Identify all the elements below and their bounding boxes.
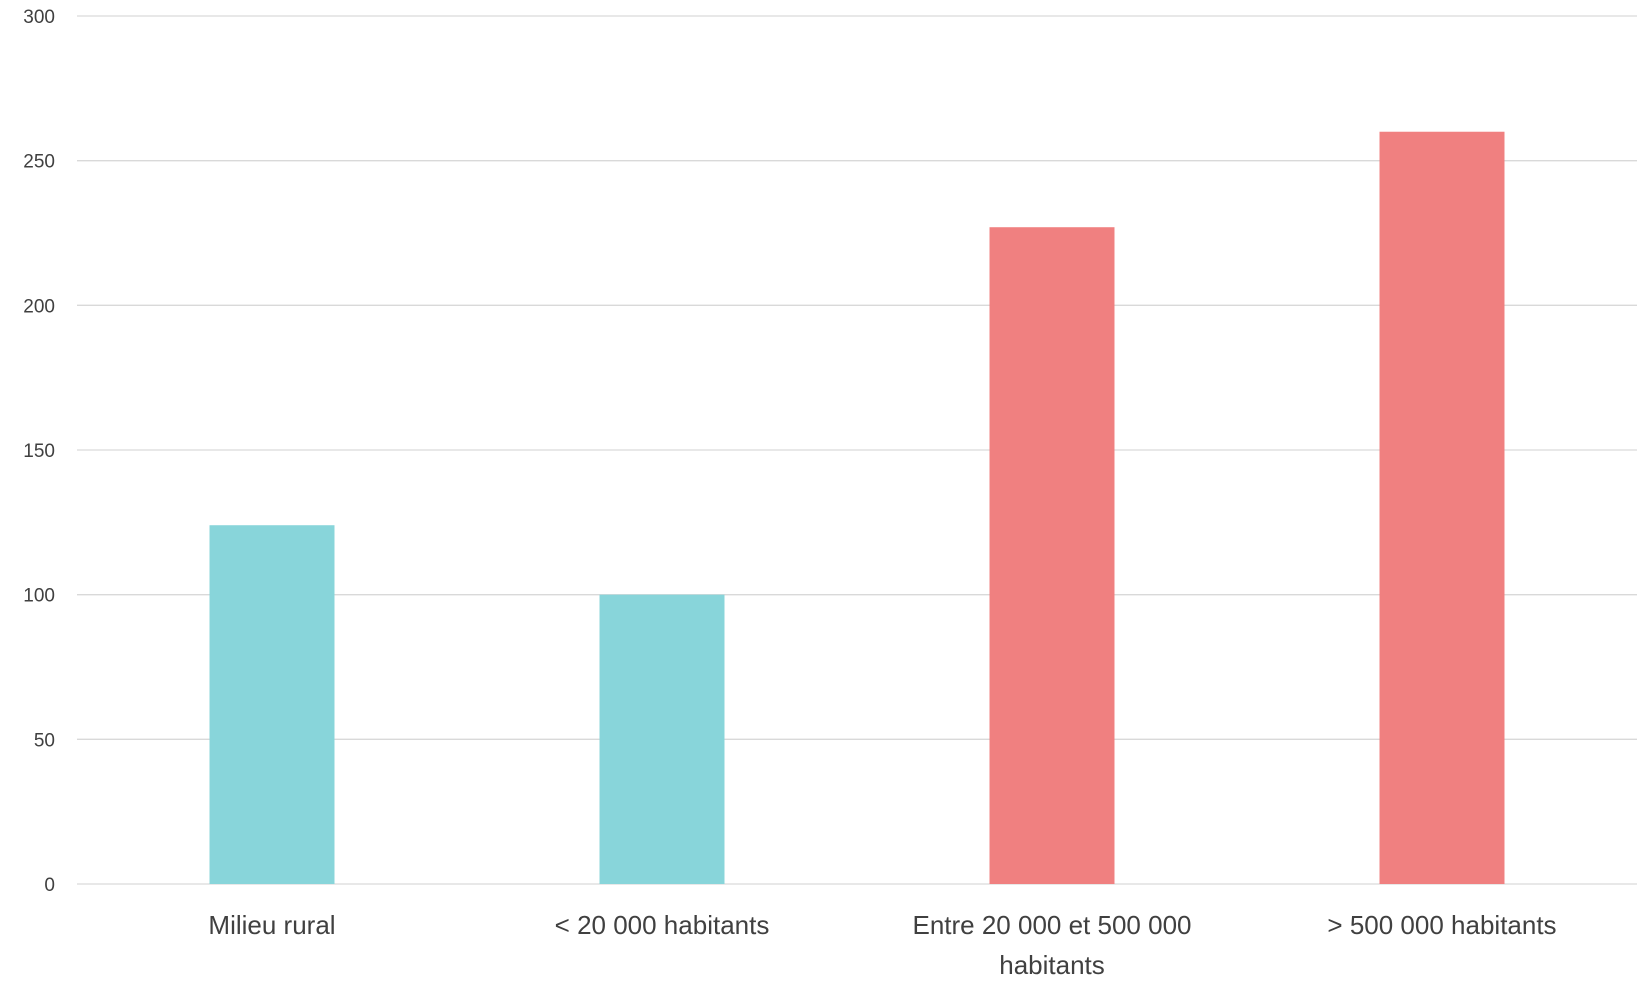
bar-3 [1379,131,1505,884]
bar-0 [209,525,335,884]
y-tick-label: 100 [23,586,55,607]
bar-1 [599,594,725,884]
x-tick-label: > 500 000 habitants [1327,910,1556,940]
x-tick-label: Milieu rural [208,910,335,940]
x-axis-tick-labels: Milieu rural < 20 000 habitants Entre 20 0… [208,910,1556,980]
x-tick-label-line: < 20 000 habitants [555,910,770,940]
y-tick-label: 300 [23,7,55,28]
gridlines [77,15,1637,885]
x-tick-label-line: Entre 20 000 et 500 000 [912,910,1191,940]
x-tick-label-line: > 500 000 habitants [1327,910,1556,940]
x-tick-label: Entre 20 000 et 500 000 habitants [912,910,1191,979]
y-tick-label: 250 [23,152,55,173]
y-axis-tick-labels: 0 50 100 150 200 250 300 [23,7,55,896]
bars [209,131,1505,885]
x-tick-label-line: habitants [999,950,1105,979]
y-tick-label: 150 [23,441,55,462]
y-tick-label: 200 [23,296,55,317]
y-tick-label: 0 [44,875,55,896]
y-tick-label: 50 [34,730,55,751]
x-tick-label-line: Milieu rural [208,910,335,940]
x-tick-label: < 20 000 habitants [555,910,770,940]
bar-2 [989,227,1115,885]
